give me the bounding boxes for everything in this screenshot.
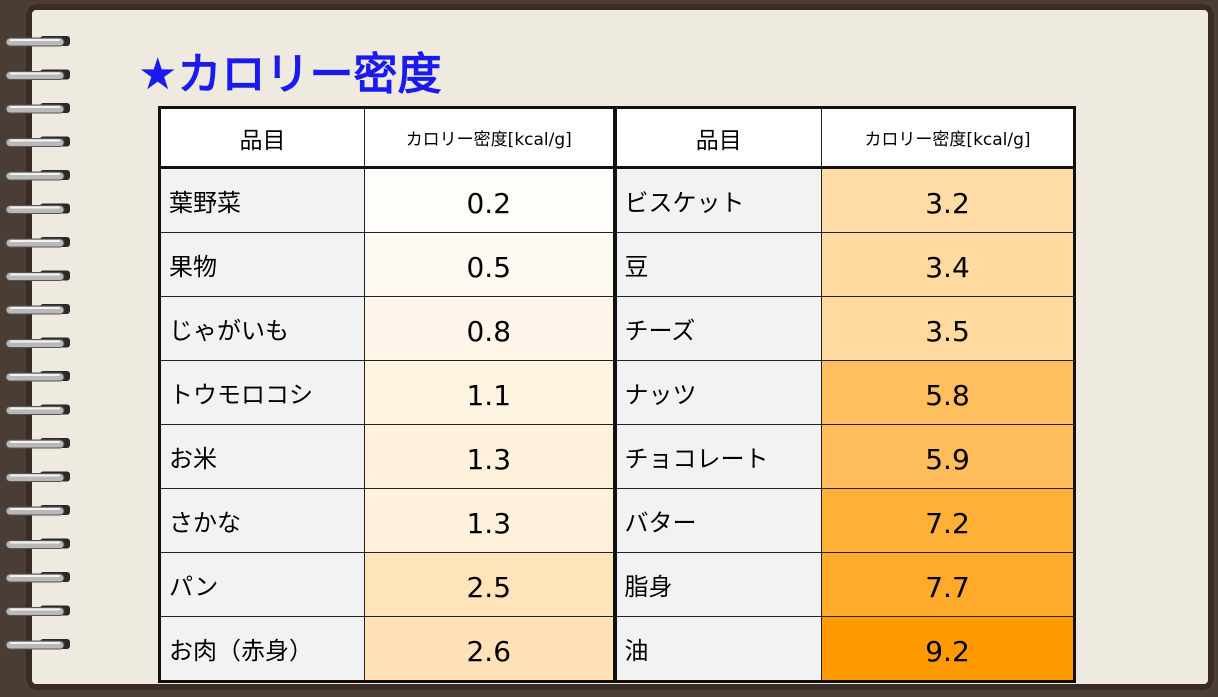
item-cell: じゃがいも [159,296,365,361]
item-cell: 葉野菜 [159,167,365,233]
ring [10,106,60,108]
calorie-table: 品目 カロリー密度[kcal/g] 品目 カロリー密度[kcal/g] 葉野菜 0.2 ビ… [158,106,1076,683]
ring [10,508,60,510]
ring [10,407,60,410]
value-cell: 1.1 [364,360,615,425]
header-cell: カロリー密度[kcal/g] [364,107,615,168]
ring [10,374,60,376]
ring [10,240,60,242]
item-cell: チーズ [612,296,822,361]
table-row: お米 1.3 チョコレート 5.9 [159,424,1075,489]
value-cell: 3.4 [821,232,1075,297]
ring [10,575,60,577]
ring [10,39,60,41]
ring [10,173,60,175]
spiral-binding [5,36,70,650]
ring [10,72,60,75]
table-row: お肉（赤身） 2.6 油 9.2 [159,616,1075,682]
title: ★カロリー密度 [138,49,442,100]
value-cell: 5.8 [821,360,1075,425]
header-cell: カロリー密度[kcal/g] [821,107,1075,168]
value-cell: 2.5 [364,552,615,617]
ring [10,474,60,477]
item-cell: トウモロコシ [159,360,365,425]
ring [10,206,60,209]
value-cell: 2.6 [364,616,615,682]
item-cell: チョコレート [612,424,822,489]
ring [10,608,60,611]
value-cell: 7.2 [821,488,1075,553]
table-row: 果物 0.5 豆 3.4 [159,232,1075,297]
rings [5,36,70,650]
value-cell: 7.7 [821,552,1075,617]
table-row: トウモロコシ 1.1 ナッツ 5.8 [159,360,1075,425]
ring [10,441,60,443]
table-body: 葉野菜 0.2 ビスケット 3.2 果物 0.5 豆 3.4 じゃがいも 0.8 チーズ 3.5 トウモ… [159,167,1075,682]
item-cell: ナッツ [612,360,822,425]
table-row: パン 2.5 脂身 7.7 [159,552,1075,617]
item-cell: 果物 [159,232,365,297]
ring [10,541,60,544]
item-cell: 豆 [612,232,822,297]
value-cell: 0.8 [364,296,615,361]
header-row: 品目 カロリー密度[kcal/g] 品目 カロリー密度[kcal/g] [159,107,1075,168]
ring [10,273,60,276]
ring [10,307,60,309]
value-cell: 5.9 [821,424,1075,489]
item-cell: パン [159,552,365,617]
value-cell: 0.5 [364,232,615,297]
item-cell: バター [612,488,822,553]
ring [10,340,60,343]
item-cell: ビスケット [612,167,822,233]
table-row: さかな 1.3 バター 7.2 [159,488,1075,553]
ring [10,139,60,142]
header-cell: 品目 [612,107,822,168]
header-cell: 品目 [159,107,365,168]
table-row: じゃがいも 0.8 チーズ 3.5 [159,296,1075,361]
item-cell: さかな [159,488,365,553]
item-cell: お米 [159,424,365,489]
item-cell: 油 [612,616,822,682]
value-cell: 3.2 [821,167,1075,233]
value-cell: 9.2 [821,616,1075,682]
item-cell: 脂身 [612,552,822,617]
item-cell: お肉（赤身） [159,616,365,682]
value-cell: 1.3 [364,488,615,553]
ring [10,642,60,644]
value-cell: 3.5 [821,296,1075,361]
value-cell: 1.3 [364,424,615,489]
value-cell: 0.2 [364,167,615,233]
table-row: 葉野菜 0.2 ビスケット 3.2 [159,167,1075,233]
